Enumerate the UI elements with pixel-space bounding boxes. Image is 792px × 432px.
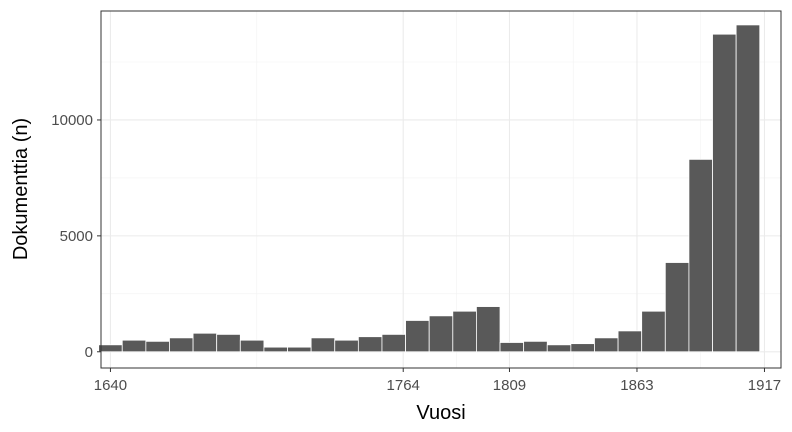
- bar: [263, 346, 288, 353]
- x-tick-label: 1764: [387, 377, 420, 394]
- bar: [216, 333, 241, 353]
- y-tick-label: 10000: [51, 112, 93, 129]
- y-axis-title: Dokumenttia (n): [10, 118, 32, 260]
- bar: [121, 339, 147, 353]
- bar: [145, 340, 170, 353]
- x-axis: 1640 1764 1809 1863 1917: [94, 368, 781, 394]
- bar: [287, 346, 312, 353]
- bar: [712, 33, 737, 353]
- bar: [405, 320, 430, 353]
- bar: [570, 343, 595, 353]
- bar: [334, 339, 359, 353]
- bar: [98, 344, 123, 353]
- bar: [428, 315, 454, 353]
- bar: [688, 158, 713, 353]
- bar: [523, 340, 548, 353]
- bar: [239, 339, 265, 353]
- x-tick-label: 1640: [94, 377, 127, 394]
- x-tick-label: 1917: [748, 377, 781, 394]
- bar: [735, 24, 761, 353]
- bar: [617, 330, 643, 353]
- x-tick-label: 1863: [620, 377, 653, 394]
- bar: [641, 310, 666, 353]
- x-axis-title: Vuosi: [416, 402, 465, 424]
- bar: [357, 336, 383, 353]
- bar: [594, 337, 619, 353]
- bar: [499, 342, 525, 353]
- bar: [452, 310, 477, 353]
- bar: [664, 262, 690, 353]
- bar: [546, 344, 572, 353]
- bars: [98, 24, 761, 353]
- bar: [381, 333, 406, 353]
- y-axis: 0 5000 10000: [51, 112, 101, 361]
- bar: [476, 306, 501, 353]
- y-tick-label: 0: [85, 344, 93, 361]
- panel-border: [100, 10, 782, 369]
- bar: [192, 332, 218, 353]
- x-tick-label: 1809: [493, 377, 526, 394]
- bar: [169, 337, 194, 353]
- bar: [310, 337, 336, 353]
- y-tick-label: 5000: [60, 228, 93, 245]
